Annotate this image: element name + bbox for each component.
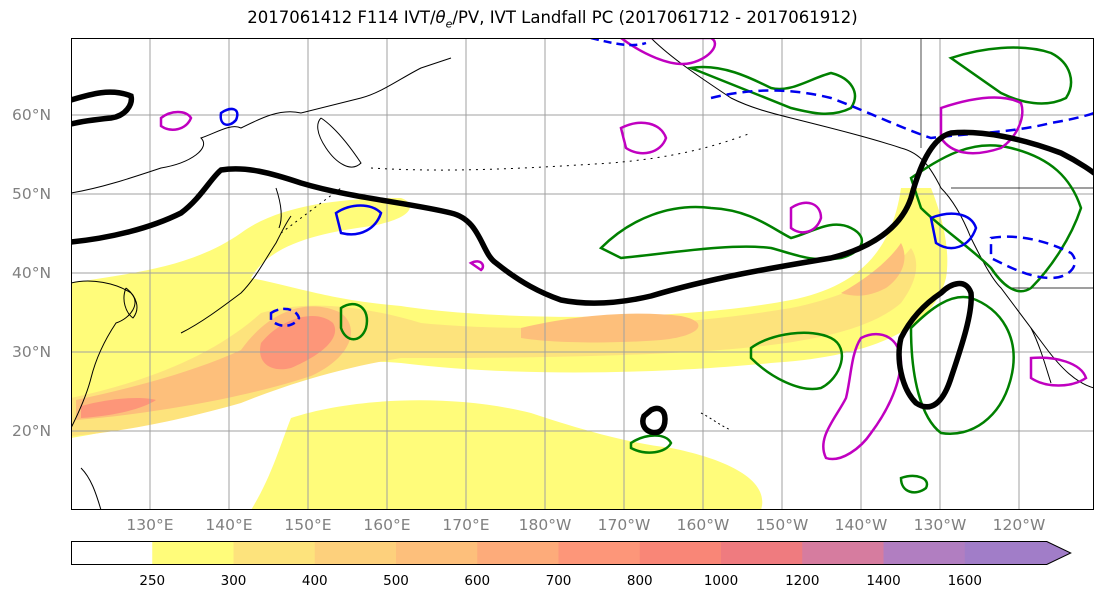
ivt-band-core [81,398,156,418]
magenta-contour-far-e [1029,356,1088,387]
magenta-contour-e [939,96,1024,155]
green-contour-na [598,205,864,261]
ivt-ne [841,243,905,296]
lat-label-60: 60°N [12,106,52,124]
blue-contour-top [590,38,647,47]
lat-label-20: 20°N [12,422,52,440]
colorbar-tick-label: 800 [626,573,653,589]
magenta-contour-gulf [789,201,823,234]
pv-north-closed [71,89,135,127]
coastlines [71,38,1094,510]
colorbar-outline [71,541,1072,565]
philippines [80,467,102,510]
pv-contour [71,89,1094,436]
colorbar-segment [71,541,153,565]
magenta-contour-mid [619,121,668,155]
ivt-band-700 [260,315,336,370]
ivt-band-center [521,313,699,343]
lon-label-170e: 170°E [442,516,490,534]
green-contour-east [948,46,1073,105]
theta-e-blue-contours [219,38,1094,327]
aleutian-islands [370,132,752,171]
green-contour-south [899,474,929,494]
colorbar-tick-label: 1600 [947,573,982,589]
map-canvas [71,38,1094,510]
japan-coast [180,215,292,334]
ivt-band-300 [71,248,917,436]
magenta-contour-small [159,110,193,131]
colorbar-segment [314,541,397,565]
hawaii [700,412,732,431]
colorbar-tick-label: 300 [220,573,247,589]
theta-e-green-contours [339,46,1083,494]
map-panel [71,38,1094,510]
green-contour-kam [339,302,369,341]
lon-label-140w: 140°W [834,516,888,534]
colorbar-tick-label: 400 [301,573,328,589]
lon-label-160e: 160°E [363,516,411,534]
colorbar-tick-label: 250 [139,573,166,589]
baja-coast [1030,327,1052,384]
kamchatka [317,117,362,168]
na-borders [920,38,1094,289]
lat-label-30: 30°N [12,343,52,361]
korea-coast [123,287,138,319]
colorbar-segment [558,541,641,565]
green-contour-sub [629,434,673,454]
colorbar-segment [639,541,722,565]
kuril-islands [280,187,342,234]
blue-contour-3 [269,307,301,327]
lon-label-130e: 130°E [126,516,174,534]
blue-contour-ak [710,89,1094,140]
lon-label-180w: 180°W [518,516,572,534]
lon-label-170w: 170°W [597,516,651,534]
colorbar-segment [396,541,478,565]
colorbar-segment [721,541,803,565]
lon-label-150e: 150°E [284,516,332,534]
green-contour-e [909,295,1015,435]
east-asia-coast [71,280,136,429]
colorbar-tick-label: 1400 [866,573,901,589]
blue-contour-east [989,235,1077,280]
colorbar-tick-label: 1000 [703,573,739,589]
pv-small-closed [640,405,668,436]
colorbar-tick-label: 500 [383,573,409,589]
ivt-colorbar [71,541,1072,565]
lon-label-160w: 160°W [676,516,730,534]
pv-main-line [71,129,1094,306]
colorbar-segment [883,541,966,565]
colorbar-segment [477,541,559,565]
lat-label-50: 50°N [12,185,52,203]
magenta-contour-tiny [468,260,485,272]
green-contour-mid [749,331,843,391]
map-title: 2017061412 F114 IVT/θe/PV, IVT Landfall … [247,8,858,31]
colorbar-segment [802,541,884,565]
lon-label-120w: 120°W [992,516,1046,534]
green-contour-alaska [686,65,857,115]
colorbar-segment [152,541,234,565]
colorbar-segment [233,541,316,565]
ivt-band-south [251,400,763,510]
lon-label-130w: 130°W [913,516,967,534]
blue-contour-ne [929,212,978,250]
asia-coast [71,57,452,194]
theta-e-magenta-contours [159,38,1088,461]
colorbar-tick-label: 700 [545,573,572,589]
ivt-shading [71,188,948,510]
alaska-coast [650,38,1094,389]
magenta-contour-ak [618,38,717,66]
lon-label-150w: 150°W [755,516,809,534]
sakhalin [275,187,282,229]
blue-contour-2 [219,107,239,126]
lat-label-40: 40°N [12,264,52,282]
colorbar-segment [964,541,1071,565]
pv-east-closed [896,280,974,410]
lon-label-140e: 140°E [205,516,253,534]
colorbar-tick-label: 1200 [785,573,820,589]
colorbar-tick-label: 600 [464,573,491,589]
blue-contour-1 [334,204,383,236]
